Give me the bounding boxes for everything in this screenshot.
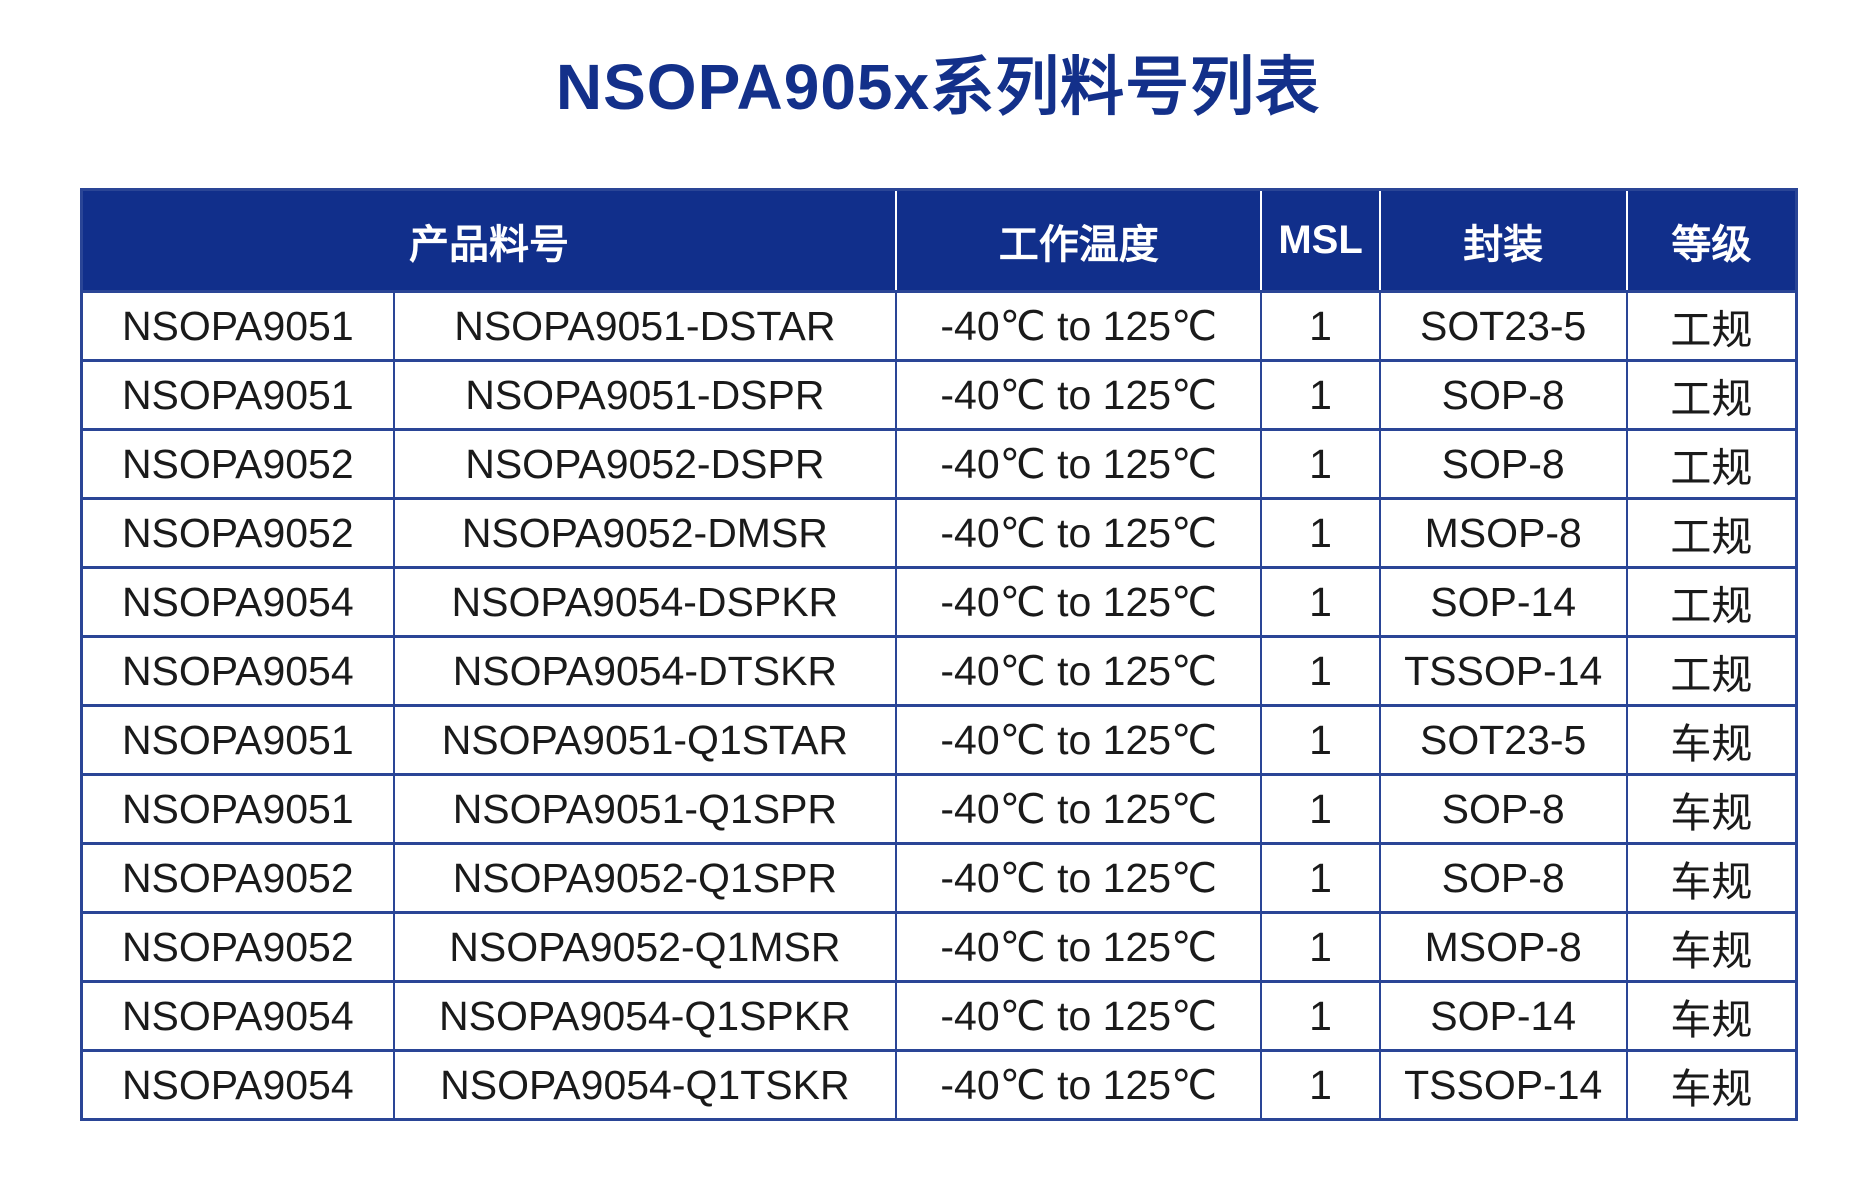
- cell-package: SOP-8: [1378, 359, 1628, 431]
- cell-temp-range: -40℃ to 125℃: [895, 704, 1263, 776]
- cell-grade: 工规: [1625, 428, 1798, 500]
- cell-part-number: NSOPA9052-Q1MSR: [392, 911, 898, 983]
- cell-package: TSSOP-14: [1378, 1049, 1628, 1121]
- cell-part-number: NSOPA9052-DSPR: [392, 428, 898, 500]
- cell-temp-range: -40℃ to 125℃: [895, 842, 1263, 914]
- cell-temp-range: -40℃ to 125℃: [895, 911, 1263, 983]
- table-row: NSOPA9052 NSOPA9052-Q1SPR -40℃ to 125℃ 1…: [80, 842, 1798, 914]
- cell-part-number: NSOPA9051-DSTAR: [392, 290, 898, 362]
- table-body: NSOPA9051 NSOPA9051-DSTAR -40℃ to 125℃ 1…: [80, 290, 1798, 1121]
- cell-temp-range: -40℃ to 125℃: [895, 428, 1263, 500]
- cell-temp-range: -40℃ to 125℃: [895, 635, 1263, 707]
- cell-msl: 1: [1260, 704, 1381, 776]
- cell-series: NSOPA9051: [80, 290, 395, 362]
- cell-package: SOP-8: [1378, 773, 1628, 845]
- cell-msl: 1: [1260, 566, 1381, 638]
- cell-grade: 车规: [1625, 773, 1798, 845]
- cell-series: NSOPA9054: [80, 1049, 395, 1121]
- cell-series: NSOPA9052: [80, 497, 395, 569]
- cell-grade: 车规: [1625, 842, 1798, 914]
- table-row: NSOPA9051 NSOPA9051-DSTAR -40℃ to 125℃ 1…: [80, 290, 1798, 362]
- col-header-msl: MSL: [1260, 189, 1380, 292]
- cell-package: SOP-14: [1378, 980, 1628, 1052]
- cell-msl: 1: [1260, 773, 1381, 845]
- cell-package: SOT23-5: [1378, 290, 1628, 362]
- cell-package: MSOP-8: [1378, 497, 1628, 569]
- col-header-temp-range: 工作温度: [895, 189, 1262, 292]
- cell-temp-range: -40℃ to 125℃: [895, 1049, 1263, 1121]
- col-header-part-number: 产品料号: [81, 189, 897, 292]
- cell-package: SOP-8: [1378, 842, 1628, 914]
- table-row: NSOPA9052 NSOPA9052-Q1MSR -40℃ to 125℃ 1…: [80, 911, 1798, 983]
- cell-series: NSOPA9051: [80, 773, 395, 845]
- table-row: NSOPA9052 NSOPA9052-DSPR -40℃ to 125℃ 1 …: [80, 428, 1798, 500]
- cell-part-number: NSOPA9054-Q1SPKR: [392, 980, 898, 1052]
- col-header-package: 封装: [1378, 189, 1627, 292]
- cell-part-number: NSOPA9051-Q1SPR: [392, 773, 898, 845]
- cell-msl: 1: [1260, 635, 1381, 707]
- cell-package: SOP-8: [1378, 428, 1628, 500]
- cell-temp-range: -40℃ to 125℃: [895, 773, 1263, 845]
- table-row: NSOPA9054 NSOPA9054-DTSKR -40℃ to 125℃ 1…: [80, 635, 1798, 707]
- cell-grade: 车规: [1625, 980, 1798, 1052]
- cell-grade: 车规: [1625, 704, 1798, 776]
- page-title: NSOPA905x系列料号列表: [555, 51, 1321, 123]
- cell-grade: 车规: [1625, 1049, 1798, 1121]
- cell-part-number: NSOPA9051-Q1STAR: [392, 704, 898, 776]
- cell-package: SOT23-5: [1378, 704, 1628, 776]
- cell-msl: 1: [1260, 290, 1381, 362]
- part-number-table: 产品料号 工作温度 MSL 封装 等级 NSOPA9051 NSOPA9051-…: [80, 188, 1798, 1121]
- cell-package: SOP-14: [1378, 566, 1628, 638]
- cell-part-number: NSOPA9052-DMSR: [392, 497, 898, 569]
- cell-grade: 工规: [1625, 635, 1798, 707]
- cell-grade: 工规: [1625, 290, 1798, 362]
- cell-package: TSSOP-14: [1378, 635, 1628, 707]
- cell-temp-range: -40℃ to 125℃: [895, 566, 1263, 638]
- cell-temp-range: -40℃ to 125℃: [895, 497, 1263, 569]
- table-row: NSOPA9051 NSOPA9051-Q1STAR -40℃ to 125℃ …: [80, 704, 1798, 776]
- cell-part-number: NSOPA9054-DTSKR: [392, 635, 898, 707]
- table-row: NSOPA9054 NSOPA9054-Q1SPKR -40℃ to 125℃ …: [80, 980, 1798, 1052]
- cell-msl: 1: [1260, 1049, 1381, 1121]
- cell-package: MSOP-8: [1378, 911, 1628, 983]
- cell-series: NSOPA9054: [80, 566, 395, 638]
- table-row: NSOPA9054 NSOPA9054-DSPKR -40℃ to 125℃ 1…: [80, 566, 1798, 638]
- cell-msl: 1: [1260, 842, 1381, 914]
- cell-part-number: NSOPA9052-Q1SPR: [392, 842, 898, 914]
- cell-grade: 工规: [1625, 359, 1798, 431]
- cell-series: NSOPA9054: [80, 980, 395, 1052]
- table-row: NSOPA9051 NSOPA9051-DSPR -40℃ to 125℃ 1 …: [80, 359, 1798, 431]
- cell-part-number: NSOPA9051-DSPR: [392, 359, 898, 431]
- cell-part-number: NSOPA9054-Q1TSKR: [392, 1049, 898, 1121]
- cell-grade: 工规: [1625, 566, 1798, 638]
- cell-grade: 工规: [1625, 497, 1798, 569]
- table-row: NSOPA9054 NSOPA9054-Q1TSKR -40℃ to 125℃ …: [80, 1049, 1798, 1121]
- cell-msl: 1: [1260, 359, 1381, 431]
- table-row: NSOPA9052 NSOPA9052-DMSR -40℃ to 125℃ 1 …: [80, 497, 1798, 569]
- cell-series: NSOPA9054: [80, 635, 395, 707]
- cell-temp-range: -40℃ to 125℃: [895, 980, 1263, 1052]
- cell-temp-range: -40℃ to 125℃: [895, 290, 1263, 362]
- cell-part-number: NSOPA9054-DSPKR: [392, 566, 898, 638]
- cell-msl: 1: [1260, 980, 1381, 1052]
- cell-series: NSOPA9052: [80, 428, 395, 500]
- cell-msl: 1: [1260, 428, 1381, 500]
- cell-series: NSOPA9051: [80, 359, 395, 431]
- header-row: 产品料号 工作温度 MSL 封装 等级: [81, 189, 1797, 292]
- cell-msl: 1: [1260, 497, 1381, 569]
- cell-msl: 1: [1260, 911, 1381, 983]
- cell-series: NSOPA9051: [80, 704, 395, 776]
- table-row: NSOPA9051 NSOPA9051-Q1SPR -40℃ to 125℃ 1…: [80, 773, 1798, 845]
- cell-grade: 车规: [1625, 911, 1798, 983]
- cell-temp-range: -40℃ to 125℃: [895, 359, 1263, 431]
- table-header: 产品料号 工作温度 MSL 封装 等级: [81, 189, 1797, 292]
- cell-series: NSOPA9052: [80, 842, 395, 914]
- col-header-grade: 等级: [1625, 189, 1797, 292]
- cell-series: NSOPA9052: [80, 911, 395, 983]
